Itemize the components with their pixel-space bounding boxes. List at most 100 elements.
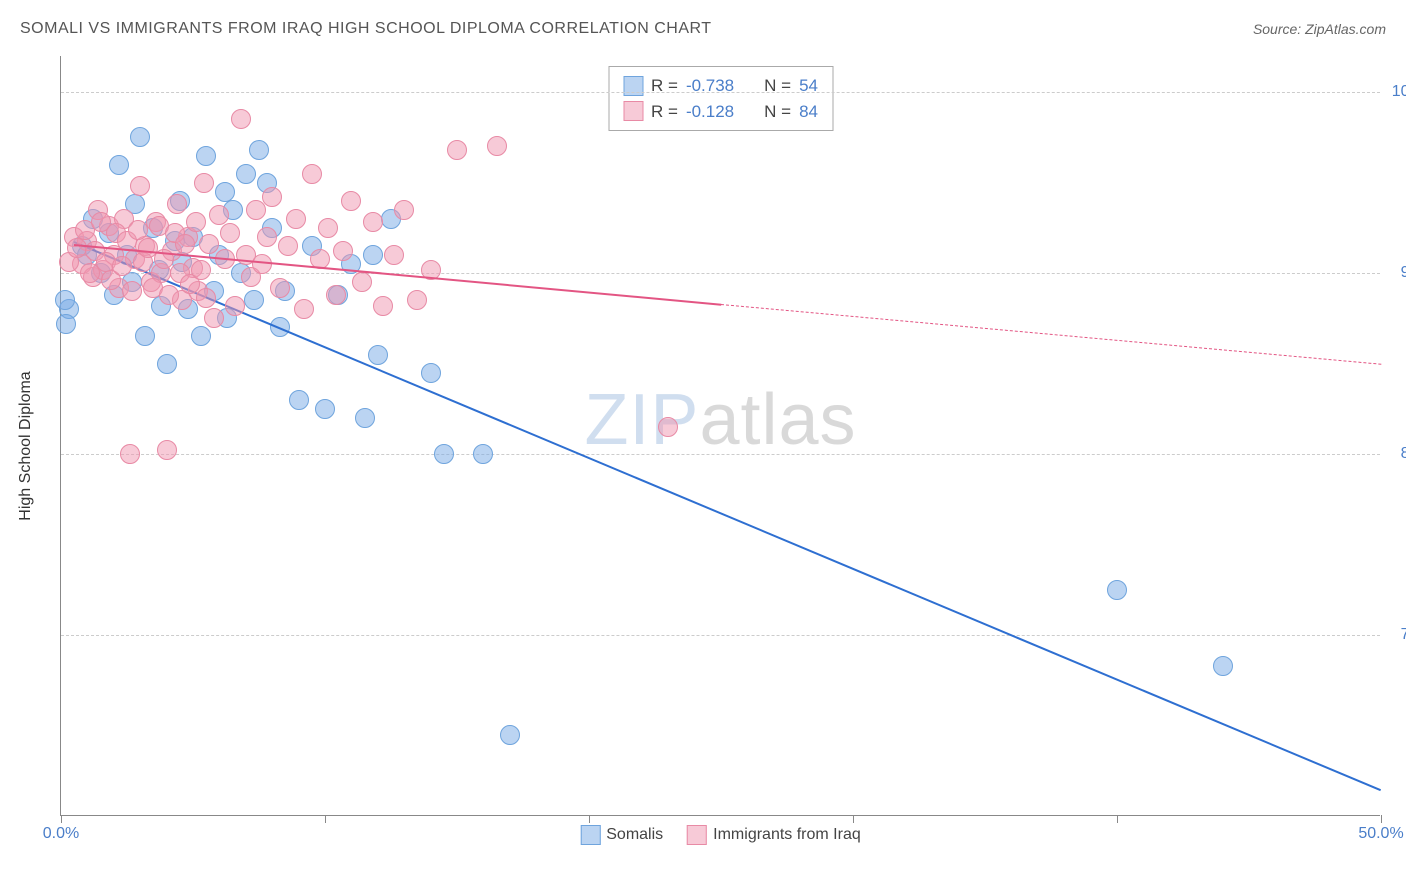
x-tick [1381,815,1382,823]
data-point-somalis [55,290,75,310]
y-tick-label: 80.0% [1386,445,1406,463]
legend-n-label: N = [764,99,791,125]
data-point-somalis [249,140,269,160]
bottom-legend-swatch-iraq [687,825,707,845]
data-point-somalis [368,345,388,365]
data-point-iraq [120,444,140,464]
data-point-iraq [341,191,361,211]
data-point-iraq [407,290,427,310]
data-point-iraq [196,288,216,308]
data-point-iraq [186,212,206,232]
bottom-legend-item-iraq: Immigrants from Iraq [687,825,861,845]
data-point-somalis [215,182,235,202]
data-point-iraq [199,234,219,254]
data-point-iraq [204,308,224,328]
data-point-iraq [278,236,298,256]
data-point-somalis [363,245,383,265]
data-point-somalis [421,363,441,383]
y-tick-label: 90.0% [1386,264,1406,282]
data-point-somalis [236,164,256,184]
correlation-legend: R = -0.738 N = 54 R = -0.128 N = 84 [608,66,833,131]
data-point-iraq [384,245,404,265]
y-tick-label: 100.0% [1386,83,1406,101]
data-point-somalis [500,725,520,745]
data-point-somalis [244,290,264,310]
data-point-iraq [225,296,245,316]
watermark-zip: ZIP [584,380,699,460]
legend-r-value-somalis: -0.738 [686,73,734,99]
data-point-iraq [333,241,353,261]
data-point-iraq [122,281,142,301]
legend-row-iraq: R = -0.128 N = 84 [623,99,818,125]
gridline [61,635,1380,636]
data-point-somalis [1213,656,1233,676]
data-point-iraq [373,296,393,316]
data-point-iraq [352,272,372,292]
bottom-legend-label-iraq: Immigrants from Iraq [713,826,861,844]
x-tick [589,815,590,823]
bottom-legend-item-somalis: Somalis [580,825,663,845]
x-tick [325,815,326,823]
data-point-iraq [318,218,338,238]
data-point-iraq [130,176,150,196]
data-point-iraq [167,194,187,214]
data-point-iraq [157,440,177,460]
data-point-iraq [363,212,383,232]
watermark: ZIPatlas [584,379,856,461]
legend-n-value-iraq: 84 [799,99,818,125]
data-point-iraq [67,238,87,258]
data-point-iraq [326,285,346,305]
series-legend: Somalis Immigrants from Iraq [580,825,861,845]
gridline [61,454,1380,455]
data-point-iraq [302,164,322,184]
data-point-iraq [658,417,678,437]
data-point-somalis [191,326,211,346]
bottom-legend-swatch-somalis [580,825,600,845]
y-axis-title: High School Diploma [17,371,35,520]
data-point-iraq [112,256,132,276]
data-point-iraq [286,209,306,229]
data-point-somalis [1107,580,1127,600]
legend-n-label: N = [764,73,791,99]
data-point-iraq [159,285,179,305]
data-point-somalis [109,155,129,175]
trend-line-dash-iraq [721,304,1381,365]
source-label: Source: ZipAtlas.com [1253,21,1386,37]
data-point-iraq [175,234,195,254]
x-tick-label: 50.0% [1358,825,1403,843]
data-point-somalis [473,444,493,464]
data-point-somalis [56,314,76,334]
x-tick [1117,815,1118,823]
data-point-iraq [447,140,467,160]
legend-r-label: R = [651,99,678,125]
data-point-somalis [196,146,216,166]
data-point-iraq [252,254,272,274]
legend-r-label: R = [651,73,678,99]
data-point-somalis [315,399,335,419]
data-point-somalis [157,354,177,374]
watermark-atlas: atlas [699,380,856,460]
data-point-somalis [289,390,309,410]
trend-line-somalis [74,241,1382,791]
legend-r-value-iraq: -0.128 [686,99,734,125]
data-point-iraq [194,173,214,193]
data-point-iraq [191,260,211,280]
x-tick-label: 0.0% [43,825,79,843]
bottom-legend-label-somalis: Somalis [606,826,663,844]
x-tick [61,815,62,823]
data-point-iraq [209,205,229,225]
gridline [61,92,1380,93]
data-point-iraq [487,136,507,156]
legend-row-somalis: R = -0.738 N = 54 [623,73,818,99]
data-point-iraq [220,223,240,243]
data-point-iraq [262,187,282,207]
legend-n-value-somalis: 54 [799,73,818,99]
data-point-iraq [128,220,148,240]
data-point-somalis [434,444,454,464]
data-point-somalis [355,408,375,428]
chart-title: SOMALI VS IMMIGRANTS FROM IRAQ HIGH SCHO… [20,20,712,38]
x-tick [853,815,854,823]
data-point-iraq [394,200,414,220]
data-point-iraq [294,299,314,319]
data-point-iraq [231,109,251,129]
